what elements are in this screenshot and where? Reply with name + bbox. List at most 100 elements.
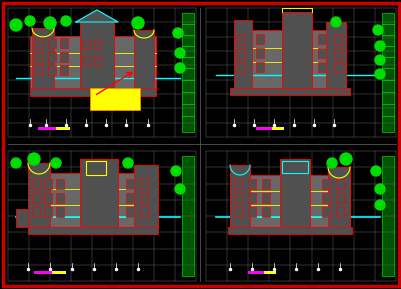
Circle shape — [374, 200, 384, 210]
Bar — [134, 165, 158, 227]
Bar — [126, 207, 134, 217]
Circle shape — [10, 19, 22, 31]
Bar — [140, 207, 148, 217]
Bar — [317, 62, 325, 72]
Bar — [247, 193, 255, 203]
Circle shape — [174, 184, 184, 194]
Bar — [233, 20, 251, 88]
Bar — [16, 209, 44, 227]
Bar — [48, 65, 56, 75]
Circle shape — [374, 41, 384, 51]
Bar — [237, 62, 244, 72]
Circle shape — [374, 55, 384, 65]
Bar — [60, 65, 68, 75]
Circle shape — [374, 184, 384, 194]
Bar — [237, 34, 244, 44]
Circle shape — [326, 158, 336, 168]
Bar — [281, 161, 307, 173]
Bar — [261, 193, 269, 203]
Bar — [321, 193, 329, 203]
Bar — [94, 56, 101, 65]
Bar — [56, 127, 70, 130]
Bar — [32, 28, 54, 88]
Bar — [126, 179, 134, 189]
Bar — [321, 207, 329, 217]
Bar — [317, 34, 325, 44]
Bar — [261, 207, 269, 217]
Circle shape — [132, 17, 144, 29]
Bar — [140, 193, 148, 203]
Bar — [28, 163, 50, 227]
Bar — [56, 207, 64, 217]
Bar — [182, 156, 194, 276]
Bar — [229, 88, 349, 95]
Bar — [333, 48, 341, 58]
Bar — [56, 193, 64, 203]
Bar — [335, 207, 343, 217]
Bar — [30, 36, 156, 88]
Circle shape — [123, 158, 133, 168]
Bar — [32, 179, 40, 189]
Circle shape — [174, 48, 184, 58]
Bar — [381, 13, 393, 132]
Bar — [281, 12, 311, 88]
Bar — [60, 52, 68, 62]
Bar — [247, 207, 255, 217]
Bar — [333, 62, 341, 72]
Bar — [255, 127, 271, 130]
Bar — [333, 34, 341, 44]
Polygon shape — [76, 10, 118, 22]
Bar — [381, 156, 393, 276]
Bar — [261, 179, 269, 189]
Circle shape — [28, 153, 40, 165]
Bar — [325, 22, 345, 88]
Bar — [86, 161, 106, 175]
Bar — [83, 56, 90, 65]
Bar — [80, 159, 118, 227]
Bar — [335, 193, 343, 203]
Bar — [335, 179, 343, 189]
Bar — [34, 271, 52, 274]
Circle shape — [372, 25, 382, 35]
Bar — [94, 40, 101, 49]
Circle shape — [11, 158, 21, 168]
Bar — [237, 48, 244, 58]
Bar — [28, 227, 158, 234]
Bar — [247, 179, 255, 189]
Bar — [28, 173, 158, 227]
Bar — [44, 193, 52, 203]
Bar — [317, 48, 325, 58]
Circle shape — [61, 16, 71, 26]
Bar — [247, 271, 263, 274]
Bar — [327, 167, 349, 227]
Bar — [255, 48, 263, 58]
Bar — [32, 193, 40, 203]
Bar — [48, 38, 56, 48]
Circle shape — [172, 28, 182, 38]
Bar — [229, 175, 349, 227]
Bar — [83, 40, 90, 49]
Bar — [227, 227, 351, 234]
Circle shape — [44, 17, 56, 29]
Bar — [229, 165, 249, 227]
Bar — [233, 30, 345, 88]
Bar — [44, 179, 52, 189]
Bar — [233, 179, 241, 189]
Bar — [140, 179, 148, 189]
Circle shape — [25, 16, 35, 26]
Circle shape — [330, 17, 340, 27]
Bar — [271, 127, 283, 130]
Bar — [35, 65, 43, 75]
Bar — [80, 22, 114, 88]
Circle shape — [339, 153, 351, 165]
Circle shape — [374, 69, 384, 79]
Bar — [233, 207, 241, 217]
Bar — [35, 52, 43, 62]
Bar — [60, 38, 68, 48]
Bar — [56, 179, 64, 189]
Circle shape — [174, 63, 184, 73]
Bar — [30, 88, 156, 96]
Bar — [48, 52, 56, 62]
Circle shape — [370, 166, 380, 176]
Bar — [279, 159, 309, 227]
